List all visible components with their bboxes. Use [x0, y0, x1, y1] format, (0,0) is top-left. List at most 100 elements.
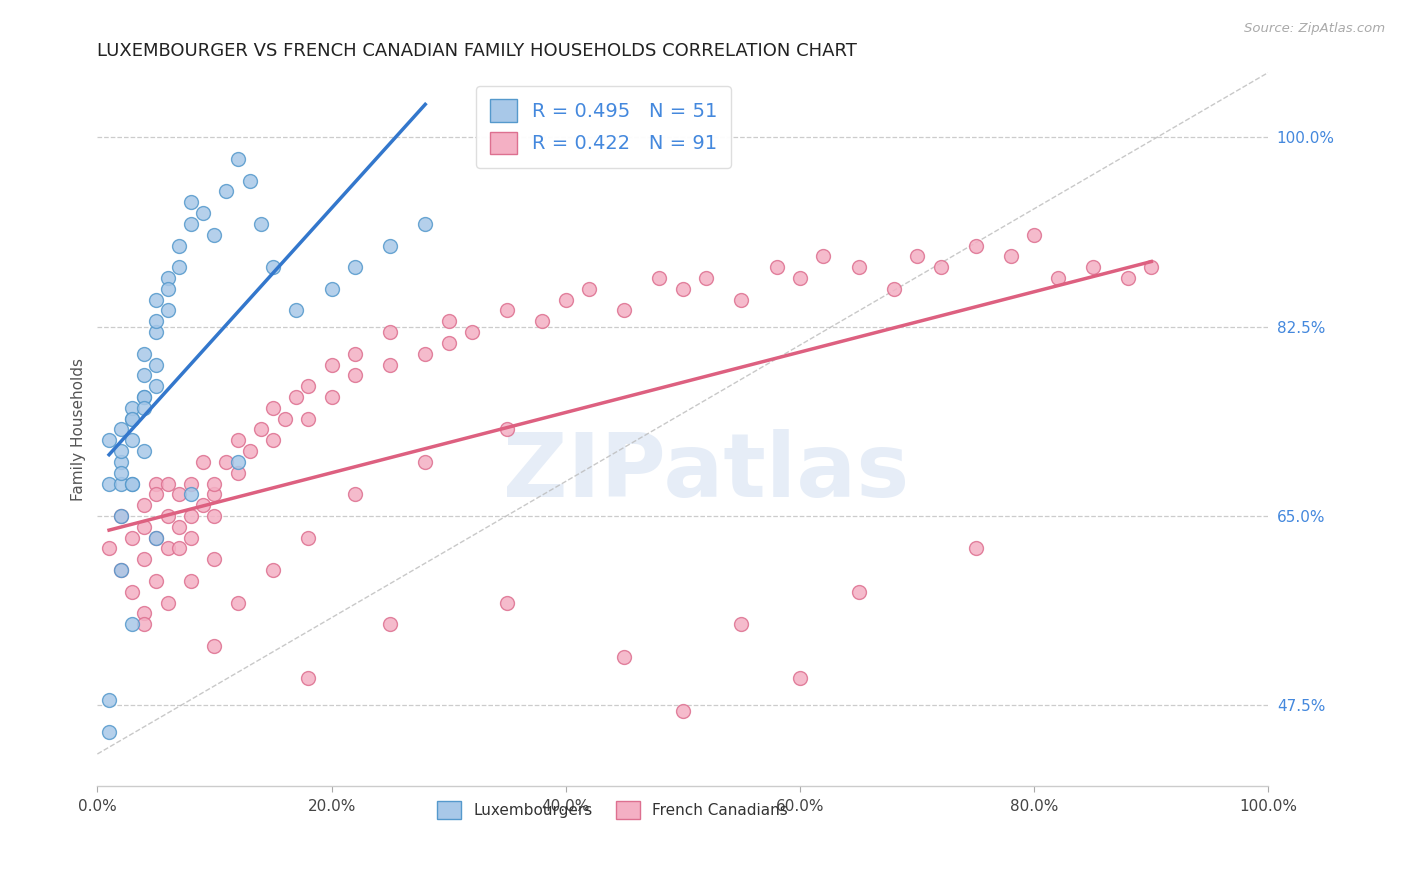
Point — [191, 455, 214, 469]
Point — [180, 508, 202, 523]
Point — [789, 271, 811, 285]
Point — [413, 217, 436, 231]
Point — [274, 411, 297, 425]
Point — [180, 531, 202, 545]
Point — [226, 455, 249, 469]
Point — [531, 314, 554, 328]
Point — [110, 422, 132, 436]
Point — [262, 401, 284, 415]
Point — [285, 390, 308, 404]
Point — [134, 401, 156, 415]
Point — [496, 303, 519, 318]
Point — [134, 617, 156, 632]
Point — [672, 704, 695, 718]
Point — [121, 531, 143, 545]
Point — [321, 358, 343, 372]
Point — [378, 325, 401, 339]
Point — [321, 390, 343, 404]
Point — [134, 444, 156, 458]
Point — [262, 434, 284, 448]
Point — [145, 293, 167, 307]
Point — [180, 217, 202, 231]
Point — [343, 347, 366, 361]
Point — [250, 217, 273, 231]
Point — [413, 455, 436, 469]
Point — [461, 325, 484, 339]
Point — [191, 206, 214, 220]
Point — [98, 725, 121, 739]
Point — [239, 173, 262, 187]
Point — [110, 455, 132, 469]
Point — [169, 520, 191, 534]
Point — [730, 617, 752, 632]
Point — [437, 314, 460, 328]
Point — [121, 476, 143, 491]
Point — [121, 617, 143, 632]
Point — [134, 552, 156, 566]
Point — [134, 520, 156, 534]
Point — [98, 541, 121, 556]
Point — [145, 379, 167, 393]
Point — [156, 596, 179, 610]
Point — [169, 260, 191, 275]
Point — [378, 617, 401, 632]
Point — [204, 552, 226, 566]
Text: LUXEMBOURGER VS FRENCH CANADIAN FAMILY HOUSEHOLDS CORRELATION CHART: LUXEMBOURGER VS FRENCH CANADIAN FAMILY H… — [97, 42, 858, 60]
Point — [145, 487, 167, 501]
Point — [343, 368, 366, 383]
Point — [145, 476, 167, 491]
Point — [648, 271, 671, 285]
Point — [145, 531, 167, 545]
Point — [121, 411, 143, 425]
Point — [789, 671, 811, 685]
Point — [437, 335, 460, 350]
Point — [98, 476, 121, 491]
Point — [378, 238, 401, 252]
Point — [413, 347, 436, 361]
Point — [169, 487, 191, 501]
Text: ZIPatlas: ZIPatlas — [503, 429, 910, 516]
Point — [98, 434, 121, 448]
Point — [554, 293, 576, 307]
Point — [239, 444, 262, 458]
Point — [204, 227, 226, 242]
Point — [1081, 260, 1104, 275]
Point — [813, 249, 835, 263]
Point — [145, 314, 167, 328]
Point — [578, 282, 600, 296]
Point — [226, 596, 249, 610]
Point — [134, 390, 156, 404]
Point — [204, 476, 226, 491]
Point — [204, 487, 226, 501]
Point — [613, 303, 636, 318]
Point — [134, 347, 156, 361]
Point — [613, 649, 636, 664]
Point — [191, 498, 214, 512]
Point — [180, 487, 202, 501]
Point — [110, 476, 132, 491]
Point — [297, 411, 319, 425]
Point — [121, 476, 143, 491]
Point — [180, 195, 202, 210]
Point — [134, 368, 156, 383]
Point — [134, 498, 156, 512]
Point — [672, 282, 695, 296]
Point — [110, 563, 132, 577]
Point — [848, 584, 870, 599]
Point — [145, 531, 167, 545]
Point — [965, 541, 987, 556]
Y-axis label: Family Households: Family Households — [72, 358, 86, 501]
Point — [98, 693, 121, 707]
Point — [215, 185, 238, 199]
Point — [156, 271, 179, 285]
Point — [1046, 271, 1069, 285]
Point — [110, 508, 132, 523]
Point — [110, 444, 132, 458]
Point — [204, 508, 226, 523]
Legend: Luxembourgers, French Canadians: Luxembourgers, French Canadians — [430, 796, 794, 825]
Point — [929, 260, 952, 275]
Text: Source: ZipAtlas.com: Source: ZipAtlas.com — [1244, 22, 1385, 36]
Point — [110, 563, 132, 577]
Point — [121, 584, 143, 599]
Point — [378, 358, 401, 372]
